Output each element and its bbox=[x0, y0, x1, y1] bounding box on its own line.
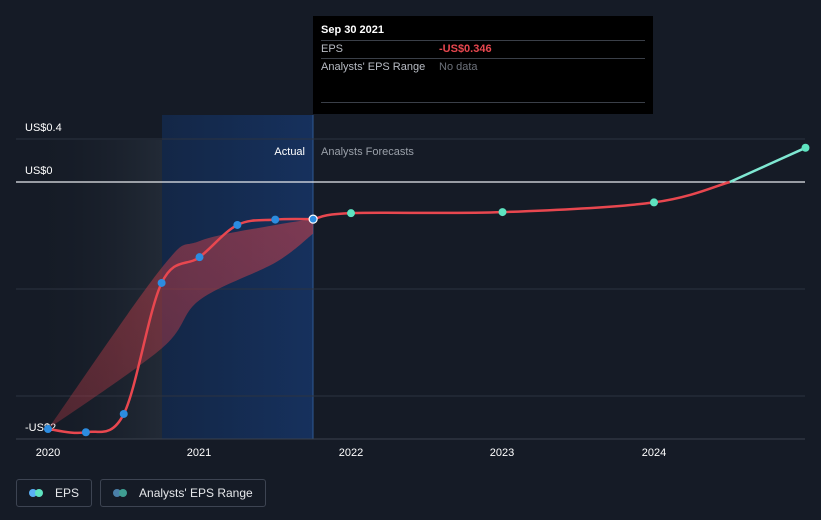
eps-point[interactable] bbox=[81, 428, 90, 437]
forecast-point[interactable] bbox=[650, 198, 658, 207]
legend-range-dots-icon bbox=[113, 489, 131, 497]
legend-eps-dots-icon bbox=[29, 489, 47, 497]
x-tick-label: 2022 bbox=[339, 447, 363, 459]
eps-forecast-line bbox=[312, 180, 731, 221]
eps-forecast-positive-line bbox=[729, 146, 807, 184]
tooltip-range-label: Analysts' EPS Range bbox=[321, 61, 426, 73]
analyst-range-area bbox=[48, 219, 314, 429]
tooltip-eps-value: -US$0.346 bbox=[439, 43, 492, 55]
x-tick-label: 2021 bbox=[187, 447, 211, 459]
eps-point[interactable] bbox=[157, 278, 166, 287]
legend: EPS Analysts' EPS Range bbox=[16, 479, 266, 507]
legend-range-button[interactable]: Analysts' EPS Range bbox=[100, 479, 266, 507]
tooltip-eps-row: EPS -US$0.346 bbox=[321, 40, 645, 58]
forecast-point[interactable] bbox=[347, 209, 355, 218]
forecast-point[interactable] bbox=[801, 143, 810, 152]
forecast-point[interactable] bbox=[498, 208, 507, 217]
tooltip-range-value: No data bbox=[439, 61, 478, 73]
legend-range-label: Analysts' EPS Range bbox=[139, 486, 253, 500]
actual-label: Actual bbox=[274, 146, 305, 158]
tooltip: Sep 30 2021 EPS -US$0.346 Analysts' EPS … bbox=[313, 16, 653, 114]
legend-dot bbox=[35, 489, 43, 497]
legend-dot bbox=[113, 489, 122, 497]
eps-point[interactable] bbox=[119, 409, 128, 418]
legend-eps-button[interactable]: EPS bbox=[16, 479, 93, 507]
eps-point[interactable] bbox=[195, 253, 204, 262]
legend-dot bbox=[29, 489, 37, 497]
eps-point[interactable] bbox=[271, 215, 280, 224]
eps-point[interactable] bbox=[44, 425, 52, 434]
x-tick-label: 2024 bbox=[642, 447, 666, 459]
tooltip-range-row: Analysts' EPS Range No data bbox=[321, 58, 645, 76]
eps-line bbox=[47, 217, 314, 435]
tooltip-divider bbox=[321, 102, 645, 103]
y-tick-label: US$0.4 bbox=[25, 122, 62, 134]
x-tick-label: 2023 bbox=[490, 447, 514, 459]
eps-point-selected[interactable] bbox=[308, 214, 318, 224]
y-tick-label: US$0 bbox=[25, 165, 53, 177]
tooltip-date: Sep 30 2021 bbox=[321, 24, 384, 36]
forecast-label: Analysts Forecasts bbox=[321, 146, 414, 158]
markers bbox=[44, 143, 810, 437]
eps-point[interactable] bbox=[233, 220, 242, 229]
legend-dot bbox=[119, 489, 128, 497]
tooltip-eps-label: EPS bbox=[321, 43, 344, 55]
x-tick-label: 2020 bbox=[36, 447, 60, 459]
legend-eps-label: EPS bbox=[55, 486, 80, 500]
